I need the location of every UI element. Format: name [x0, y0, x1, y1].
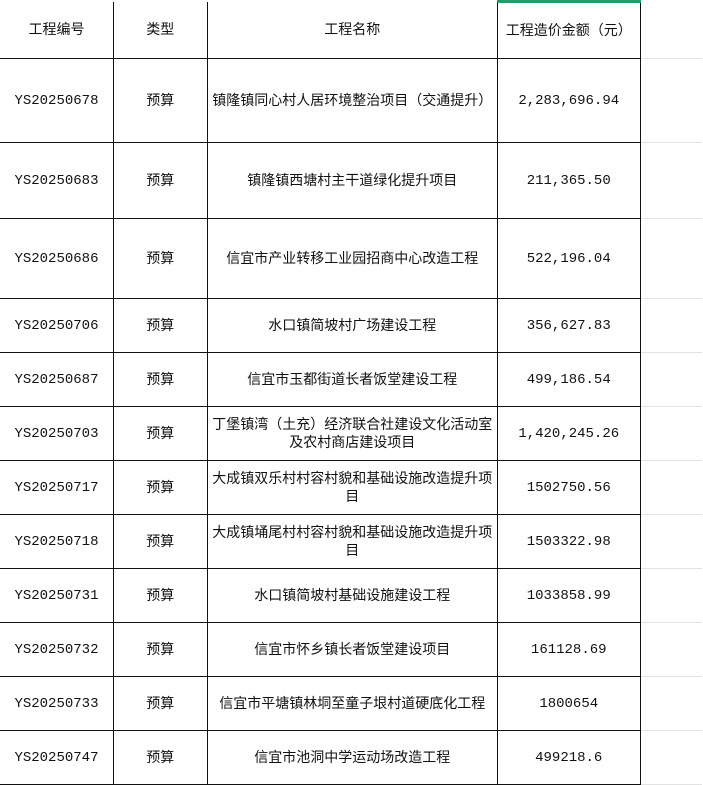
empty-cell[interactable] [639, 730, 702, 785]
type-cell[interactable]: 预算 [112, 58, 208, 143]
empty-cell[interactable] [639, 352, 702, 407]
type-cell[interactable]: 预算 [112, 676, 208, 731]
amount-cell[interactable]: 1502750.56 [496, 460, 641, 515]
header-code[interactable]: 工程编号 [0, 1, 114, 59]
amount-cell[interactable]: 499,186.54 [496, 352, 641, 407]
code-cell[interactable]: YS20250687 [0, 352, 114, 407]
empty-cell[interactable] [639, 568, 702, 623]
empty-cell[interactable] [639, 298, 702, 353]
type-cell[interactable]: 预算 [112, 352, 208, 407]
code-cell[interactable]: YS20250706 [0, 298, 114, 353]
code-cell[interactable]: YS20250717 [0, 460, 114, 515]
empty-cell[interactable] [639, 218, 702, 299]
type-cell[interactable]: 预算 [112, 142, 208, 219]
table-row: YS20250732 预算 信宜市怀乡镇长者饭堂建设项目 161128.69 [0, 622, 702, 677]
code-cell[interactable]: YS20250718 [0, 514, 114, 569]
table-row: YS20250733 预算 信宜市平塘镇林垌至童子垠村道硬底化工程 1800654 [0, 676, 702, 731]
name-cell[interactable]: 大成镇双乐村村容村貌和基础设施改造提升项目 [206, 460, 498, 515]
header-amount[interactable]: 工程造价金额（元） [496, 0, 641, 59]
name-cell[interactable]: 信宜市平塘镇林垌至童子垠村道硬底化工程 [206, 676, 498, 731]
type-cell[interactable]: 预算 [112, 568, 208, 623]
type-cell[interactable]: 预算 [112, 298, 208, 353]
code-cell[interactable]: YS20250747 [0, 730, 114, 785]
code-cell[interactable]: YS20250731 [0, 568, 114, 623]
table-row: YS20250703 预算 丁堡镇湾（土充）经济联合社建设文化活动室及农村商店建设项… [0, 406, 702, 461]
type-cell[interactable]: 预算 [112, 514, 208, 569]
table-row: YS20250683 预算 镇隆镇西塘村主干道绿化提升项目 211,365.50 [0, 142, 702, 219]
header-name[interactable]: 工程名称 [206, 1, 498, 59]
name-cell[interactable]: 信宜市产业转移工业园招商中心改造工程 [206, 218, 498, 299]
type-cell[interactable]: 预算 [112, 460, 208, 515]
empty-cell[interactable] [639, 514, 702, 569]
header-row: 工程编号 类型 工程名称 工程造价金额（元） [0, 0, 702, 59]
code-cell[interactable]: YS20250678 [0, 58, 114, 143]
table-row: YS20250717 预算 大成镇双乐村村容村貌和基础设施改造提升项目 1502750… [0, 460, 702, 515]
amount-cell[interactable]: 1503322.98 [496, 514, 641, 569]
amount-cell[interactable]: 522,196.04 [496, 218, 641, 299]
table-row: YS20250706 预算 水口镇简坡村广场建设工程 356,627.83 [0, 298, 702, 353]
empty-cell[interactable] [639, 406, 702, 461]
amount-cell[interactable]: 1,420,245.26 [496, 406, 641, 461]
amount-cell[interactable]: 1033858.99 [496, 568, 641, 623]
name-cell[interactable]: 镇隆镇西塘村主干道绿化提升项目 [206, 142, 498, 219]
amount-cell[interactable]: 499218.6 [496, 730, 641, 785]
type-cell[interactable]: 预算 [112, 622, 208, 677]
table-row: YS20250687 预算 信宜市玉都街道长者饭堂建设工程 499,186.54 [0, 352, 702, 407]
amount-cell[interactable]: 356,627.83 [496, 298, 641, 353]
code-cell[interactable]: YS20250686 [0, 218, 114, 299]
table-row: YS20250678 预算 镇隆镇同心村人居环境整治项目（交通提升） 2,283,69… [0, 58, 702, 143]
name-cell[interactable]: 镇隆镇同心村人居环境整治项目（交通提升） [206, 58, 498, 143]
amount-cell[interactable]: 211,365.50 [496, 142, 641, 219]
code-cell[interactable]: YS20250733 [0, 676, 114, 731]
amount-cell[interactable]: 161128.69 [496, 622, 641, 677]
table-row: YS20250747 预算 信宜市池洞中学运动场改造工程 499218.6 [0, 730, 702, 785]
name-cell[interactable]: 水口镇简坡村广场建设工程 [206, 298, 498, 353]
name-cell[interactable]: 信宜市玉都街道长者饭堂建设工程 [206, 352, 498, 407]
amount-cell[interactable]: 2,283,696.94 [496, 58, 641, 143]
name-cell[interactable]: 丁堡镇湾（土充）经济联合社建设文化活动室及农村商店建设项目 [206, 406, 498, 461]
name-cell[interactable]: 信宜市池洞中学运动场改造工程 [206, 730, 498, 785]
empty-cell[interactable] [639, 1, 702, 59]
code-cell[interactable]: YS20250732 [0, 622, 114, 677]
header-type[interactable]: 类型 [112, 1, 208, 59]
code-cell[interactable]: YS20250703 [0, 406, 114, 461]
empty-cell[interactable] [639, 622, 702, 677]
name-cell[interactable]: 大成镇埇尾村村容村貌和基础设施改造提升项目 [206, 514, 498, 569]
table-row: YS20250686 预算 信宜市产业转移工业园招商中心改造工程 522,196.04 [0, 218, 702, 299]
name-cell[interactable]: 水口镇简坡村基础设施建设工程 [206, 568, 498, 623]
type-cell[interactable]: 预算 [112, 406, 208, 461]
name-cell[interactable]: 信宜市怀乡镇长者饭堂建设项目 [206, 622, 498, 677]
empty-cell[interactable] [639, 142, 702, 219]
type-cell[interactable]: 预算 [112, 218, 208, 299]
amount-cell[interactable]: 1800654 [496, 676, 641, 731]
code-cell[interactable]: YS20250683 [0, 142, 114, 219]
empty-cell[interactable] [639, 676, 702, 731]
table-row: YS20250731 预算 水口镇简坡村基础设施建设工程 1033858.99 [0, 568, 702, 623]
empty-cell[interactable] [639, 460, 702, 515]
type-cell[interactable]: 预算 [112, 730, 208, 785]
empty-cell[interactable] [639, 58, 702, 143]
table-row: YS20250718 预算 大成镇埇尾村村容村貌和基础设施改造提升项目 1503322… [0, 514, 702, 569]
